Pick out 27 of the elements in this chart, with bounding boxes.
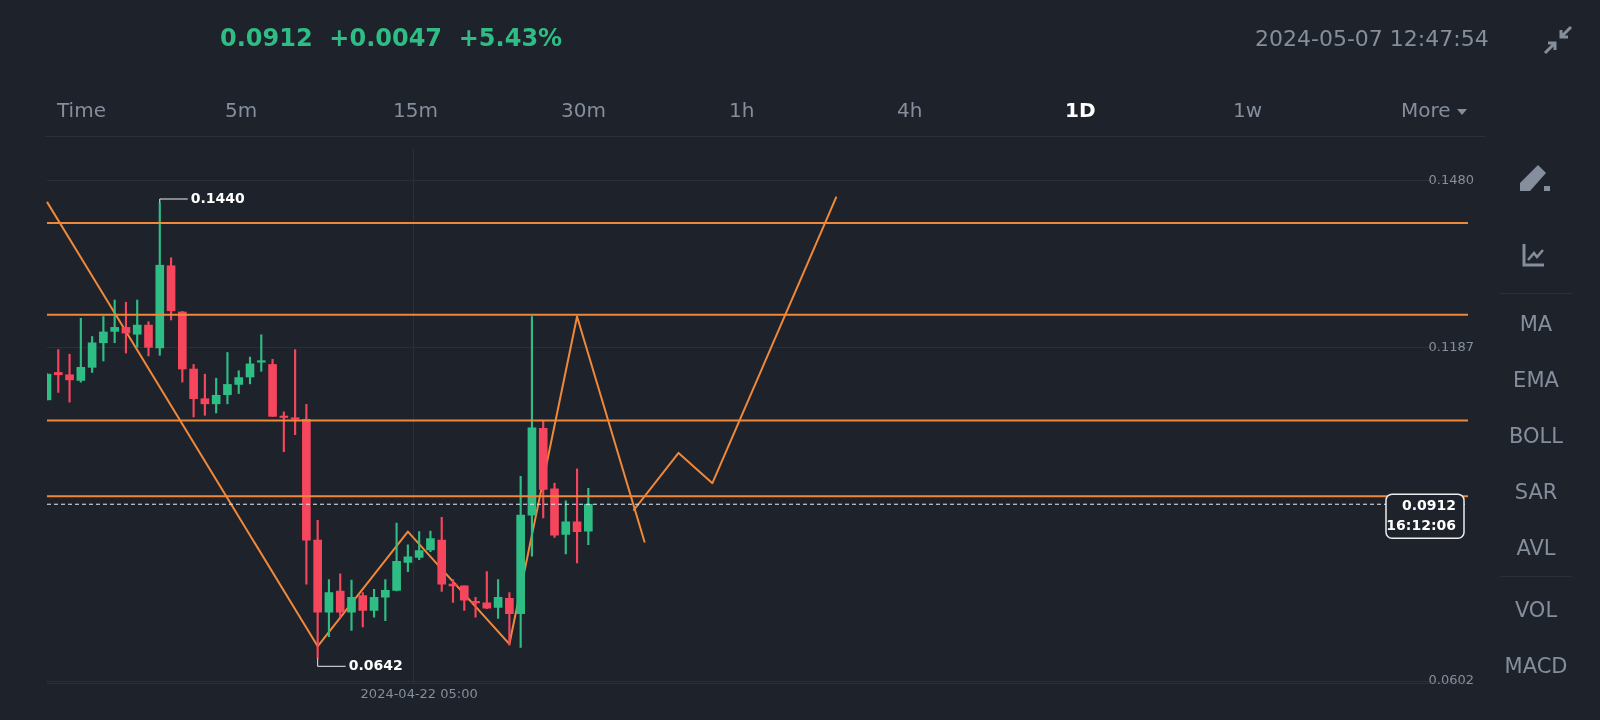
text: 5m — [225, 98, 258, 122]
text: BOLL — [1508, 424, 1564, 448]
text: EMA — [1512, 368, 1560, 392]
text: 15m — [393, 98, 438, 122]
ref-line-label: 0.0912 — [1401, 496, 1456, 513]
text: 1D — [1065, 98, 1096, 122]
annotation: 16:12:06 — [1386, 516, 1456, 533]
text: SAR — [1513, 480, 1559, 504]
y-tick-label: 0.1187 — [1428, 338, 1474, 354]
candlestick — [256, 334, 266, 372]
text: 4h — [897, 98, 923, 122]
y-tick-label: 0.0602 — [1428, 672, 1474, 688]
x-tick-label: 2024-04-22 05:00 — [360, 685, 478, 701]
annotation: 0.1440 — [190, 189, 246, 206]
text: AVL — [1515, 536, 1557, 560]
text: 2024-05-07 12:47:54 — [1255, 26, 1489, 51]
text: More — [1401, 98, 1452, 122]
chart-subtitle: 0.0912 +0.0047 +5.43% — [220, 24, 563, 52]
text: MACD — [1503, 654, 1569, 678]
text: 1w — [1233, 98, 1263, 122]
text: VOL — [1513, 598, 1559, 622]
text: 1h — [729, 98, 755, 122]
text: 30m — [561, 98, 606, 122]
text: Time — [57, 98, 106, 122]
annotation: 0.0642 — [348, 656, 403, 673]
y-tick-label: 0.1480 — [1428, 171, 1474, 187]
text: MA — [1518, 312, 1554, 336]
